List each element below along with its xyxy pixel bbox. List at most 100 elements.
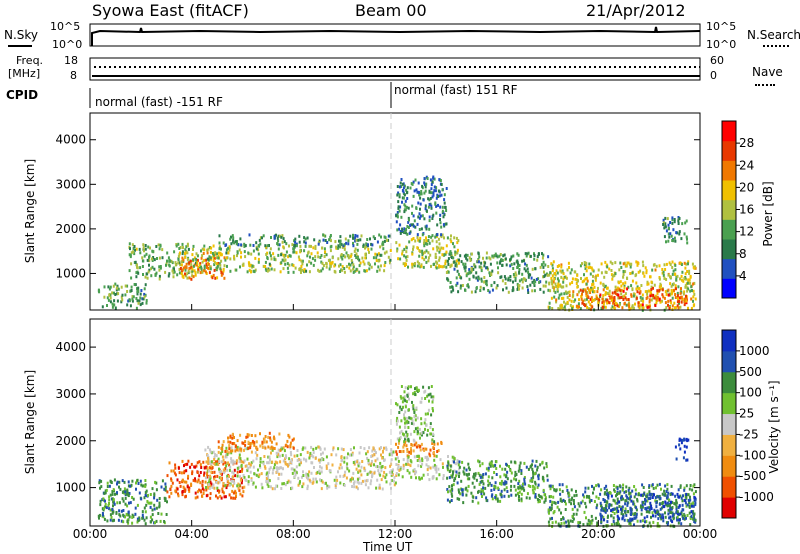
power-cell xyxy=(378,233,381,237)
power-cell xyxy=(678,301,680,305)
velocity-cell xyxy=(479,464,482,468)
power-cell xyxy=(669,282,672,286)
power-cell xyxy=(406,191,408,195)
velocity-cell xyxy=(551,500,554,504)
power-cell xyxy=(432,176,435,180)
power-cell xyxy=(465,253,467,257)
power-cell xyxy=(218,241,221,245)
velocity-cell xyxy=(675,498,678,502)
power-cell xyxy=(533,252,535,256)
velocity-cell xyxy=(450,492,453,496)
power-cell xyxy=(151,265,154,269)
power-cell xyxy=(562,296,565,300)
power-cell xyxy=(400,215,403,219)
power-cell xyxy=(518,270,521,274)
power-cell xyxy=(655,264,658,268)
velocity-cell xyxy=(394,481,397,485)
power-cell xyxy=(288,254,291,258)
velocity-cell xyxy=(679,494,682,498)
velocity-cell xyxy=(519,461,522,465)
power-cell xyxy=(559,269,562,273)
power-cell xyxy=(637,261,640,265)
velocity-cell xyxy=(207,461,210,465)
power-cell xyxy=(577,279,579,283)
power-cell xyxy=(314,255,317,259)
power-cell xyxy=(244,244,247,248)
velocity-cell xyxy=(693,495,696,499)
velocity-cell xyxy=(147,493,149,497)
velocity-cell xyxy=(520,472,523,475)
velocity-cell xyxy=(531,459,534,463)
velocity-cell xyxy=(122,513,125,517)
velocity-cell xyxy=(473,476,476,480)
power-cell xyxy=(665,240,667,244)
power-cell xyxy=(365,242,368,246)
velocity-cell xyxy=(274,487,276,491)
velocity-cell xyxy=(295,471,298,475)
velocity-cell xyxy=(396,403,399,407)
velocity-cell xyxy=(625,494,628,498)
velocity-cell xyxy=(415,406,418,410)
velocity-cell xyxy=(430,395,433,399)
power-cell xyxy=(185,266,188,270)
power-cell xyxy=(637,301,640,305)
velocity-cell xyxy=(378,465,381,469)
power-cell xyxy=(439,248,442,252)
velocity-cell xyxy=(267,484,270,488)
power-cell xyxy=(356,234,359,238)
velocity-cell xyxy=(427,386,430,390)
power-cell xyxy=(514,271,517,275)
power-cell xyxy=(443,253,446,257)
power-cell xyxy=(667,293,670,297)
velocity-cell xyxy=(543,500,546,504)
power-cell xyxy=(419,250,422,254)
velocity-cell xyxy=(529,479,532,483)
velocity-cell xyxy=(253,472,256,476)
power-cell xyxy=(292,264,295,268)
power-cell xyxy=(533,282,536,286)
power-cell xyxy=(616,304,619,308)
power-cell xyxy=(325,253,328,257)
power-cell xyxy=(164,270,167,274)
velocity-cell xyxy=(234,460,237,464)
power-cell xyxy=(354,239,357,243)
power-cell xyxy=(340,242,343,246)
velocity-cell xyxy=(616,506,619,510)
power-cell xyxy=(220,271,223,274)
power-cell xyxy=(207,247,210,251)
power-cell xyxy=(412,194,415,198)
velocity-cell xyxy=(691,488,694,492)
power-cell xyxy=(606,291,609,295)
power-cell xyxy=(648,289,651,293)
power-cell xyxy=(403,229,406,233)
power-cell xyxy=(208,267,211,271)
velocity-cell xyxy=(118,509,121,513)
power-cell xyxy=(338,239,340,243)
velocity-cell xyxy=(278,454,281,458)
velocity-cell xyxy=(416,426,419,430)
power-cell xyxy=(539,287,542,291)
power-cell xyxy=(474,265,477,269)
velocity-cell xyxy=(351,451,354,455)
velocity-cell xyxy=(471,481,474,485)
power-cell xyxy=(491,269,494,273)
power-cell xyxy=(174,261,177,265)
velocity-cell xyxy=(306,487,309,491)
velocity-cell xyxy=(658,513,660,517)
velocity-cell xyxy=(153,503,156,507)
velocity-cell xyxy=(408,471,411,475)
power-cell xyxy=(480,277,483,281)
power-cell xyxy=(591,279,594,283)
power-cell xyxy=(463,265,466,268)
velocity-cell xyxy=(226,483,229,487)
power-cell xyxy=(287,270,290,274)
velocity-cell xyxy=(610,494,613,498)
power-cell xyxy=(237,243,240,247)
power-cell xyxy=(477,275,480,279)
power-cell xyxy=(542,290,545,294)
velocity-cell xyxy=(166,474,169,478)
power-cell xyxy=(522,277,525,281)
velocity-cell xyxy=(487,483,490,487)
power-cell xyxy=(428,189,431,193)
velocity-cell xyxy=(471,499,474,503)
